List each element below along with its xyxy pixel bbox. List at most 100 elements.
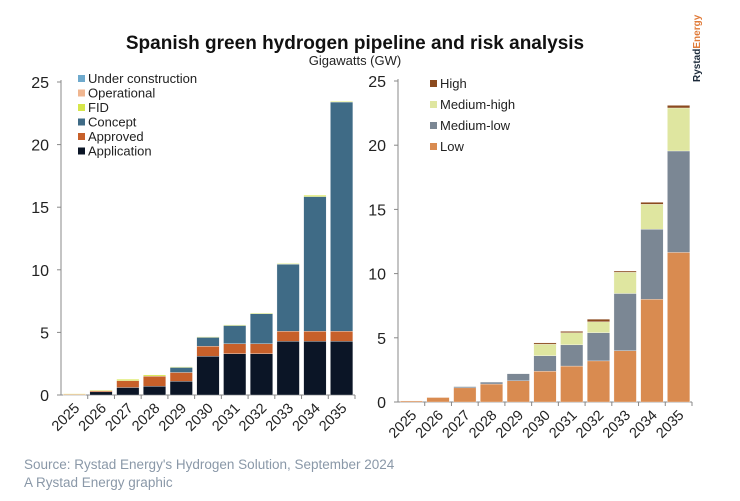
bar-segment-low (587, 360, 610, 403)
bar-segment-low (480, 383, 503, 403)
x-tick-label: 2033 (600, 408, 634, 442)
bar-segment-high (533, 342, 557, 345)
bar-segment-application (196, 356, 220, 396)
chart-panel-1: 0510152025202520262027202820292030203120… (31, 71, 356, 435)
x-tick-label: 2026 (76, 401, 110, 435)
bar-segment-high (667, 105, 691, 109)
bar-segment-approved (276, 330, 300, 342)
bar-segment-fid (196, 336, 220, 338)
bar-segment-medium-low (453, 386, 477, 389)
bar-segment-application (169, 381, 193, 396)
bar-segment-application (303, 341, 327, 396)
bar-segment-application (143, 386, 166, 396)
bar-segment-concept (330, 101, 354, 332)
x-tick-label: 2030 (520, 408, 554, 442)
bar-segment-concept (303, 196, 327, 332)
legend-label: Low (440, 139, 464, 154)
legend-label: Application (88, 144, 152, 159)
bar-segment-low (453, 387, 477, 403)
y-tick-label: 0 (377, 395, 386, 412)
bar-segment-medium-low (587, 332, 610, 362)
bar-segment-medium-low (506, 373, 530, 381)
bar-segment-fid (169, 366, 193, 368)
bar-segment-approved (303, 330, 327, 342)
bar-segment-medium-low (533, 355, 557, 372)
bar-segment-fid (223, 324, 247, 326)
bar-segment-medium-high (560, 332, 584, 346)
bar-segment-medium-low (480, 381, 503, 385)
bar-segment-approved (143, 376, 166, 387)
x-tick-label: 2028 (466, 408, 500, 442)
y-tick-label: 5 (377, 331, 386, 348)
x-tick-label: 2028 (129, 401, 163, 435)
x-tick-label: 2031 (209, 401, 243, 435)
y-tick-label: 20 (368, 138, 386, 155)
bar-segment-approved (223, 343, 247, 354)
bar-segment-medium-low (560, 344, 584, 367)
bar-segment-concept (169, 367, 193, 373)
legend-swatch (430, 122, 437, 129)
legend-swatch (430, 101, 437, 108)
bar-segment-application (89, 391, 113, 396)
bar-segment-low (399, 400, 423, 403)
bar-segment-approved (196, 346, 220, 357)
bar-segment-medium-high (667, 107, 691, 152)
x-tick-label: 2034 (290, 401, 324, 435)
bar-segment-approved (89, 390, 113, 393)
y-tick-label: 0 (40, 388, 49, 405)
y-tick-label: 10 (31, 263, 49, 280)
chart-panel-2: 0510152025202520262027202820292030203120… (368, 74, 693, 442)
bar-segment-medium-low (667, 150, 691, 253)
bar-segment-concept (276, 264, 300, 332)
legend: High Medium-high Medium-low Low (430, 76, 515, 154)
y-tick-label: 5 (40, 325, 49, 342)
bar-segment-medium-high (587, 321, 610, 333)
x-tick-label: 2027 (103, 401, 137, 435)
bar-segment-fid (330, 101, 354, 103)
x-tick-label: 2025 (386, 408, 420, 442)
legend-label: High (440, 76, 467, 91)
x-tick-label: 2026 (413, 408, 447, 442)
bar-segment-application (116, 387, 140, 396)
legend-swatch (78, 118, 85, 126)
bar-segment-high (560, 331, 584, 333)
legend-label: Operational (88, 86, 155, 101)
bar-segment-medium-high (533, 344, 557, 356)
y-tick-label: 15 (31, 200, 49, 217)
x-tick-label: 2032 (236, 401, 270, 435)
x-tick-label: 2035 (653, 408, 687, 442)
x-tick-label: 2029 (493, 408, 527, 442)
legend-swatch (78, 104, 85, 111)
bar-segment-approved (250, 343, 273, 354)
x-tick-label: 2031 (546, 408, 580, 442)
bar-segment-medium-low (613, 293, 637, 351)
y-tick-label: 25 (368, 74, 386, 91)
bar-segment-low (506, 380, 530, 403)
source-note: Source: Rystad Energy's Hydrogen Solutio… (24, 457, 395, 472)
legend-label: FID (88, 100, 109, 115)
bar-segment-low (667, 252, 691, 403)
bar-segment-medium-high (613, 272, 637, 294)
bar-segment-fid (276, 263, 300, 265)
legend-swatch (78, 75, 85, 82)
y-tick-label: 15 (368, 202, 386, 219)
bar-segment-concept (250, 313, 273, 344)
x-tick-label: 2032 (573, 408, 607, 442)
legend-label: Medium-high (440, 97, 515, 112)
bar-segment-fid (89, 389, 113, 391)
x-tick-label: 2030 (183, 401, 217, 435)
legend-label: Approved (88, 129, 144, 144)
bar-segment-application (330, 341, 354, 396)
x-tick-label: 2025 (49, 401, 83, 435)
bar-segment-low (426, 397, 450, 403)
legend-swatch (78, 147, 85, 155)
bar-segment-approved (169, 372, 193, 382)
bar-segment-fid (303, 195, 327, 197)
y-tick-label: 20 (31, 138, 49, 155)
bar-segment-concept (223, 325, 247, 344)
bar-segment-high (587, 319, 610, 322)
bar-segment-application (250, 353, 273, 396)
bar-segment-low (613, 350, 637, 403)
bar-segment-high (640, 202, 664, 205)
